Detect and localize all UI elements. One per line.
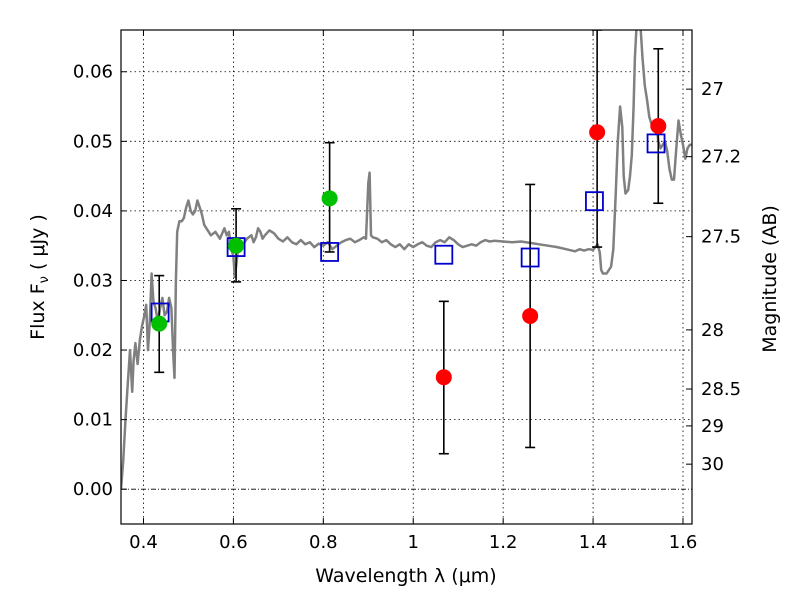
y2-axis-title: Magnitude (AB) [759,205,781,353]
x-tick-label: 1.2 [489,532,518,553]
x-tick-label: 0.8 [309,532,338,553]
y-tick-label: 0.00 [73,479,113,500]
y-tick-label: 0.04 [73,201,113,222]
x-tick-label: 1 [408,532,419,553]
y2-tick-label: 29 [701,416,724,437]
plot-frame [120,29,693,525]
y-axis-title-unit: ( μJy ) [27,214,49,276]
y-tick-label: 0.01 [73,410,113,431]
observed-flux-point [151,315,168,332]
axes: 0.4 0.6 0.8 1 1.2 1.4 1.6 0.00 0.01 0.02 0.03 0.04 0… [73,30,741,553]
x-tick-label: 1.6 [669,532,698,553]
y-tick-label: 0.03 [73,270,113,291]
observed-flux-point [321,190,338,207]
y2-tick-label: 28 [701,320,724,341]
y-axis-title-subscript: ν [37,276,52,283]
observed-flux-point [228,237,245,254]
grid [121,30,692,524]
model-photometry-square [646,133,666,154]
observed-flux-point [435,369,452,386]
y2-tick-label: 28.5 [701,379,741,400]
x-tick-label: 1.4 [579,532,608,553]
model-photometry-square [320,242,340,262]
data-layer [121,30,692,490]
model-photometry-square [434,244,454,265]
y2-tick-label: 27.2 [701,147,741,168]
observed-flux-point [522,307,539,324]
y-axis-title: Flux Fν ( μJy ) [27,214,52,340]
y2-tick-label: 27.5 [701,227,741,248]
model-spectrum-line [121,30,692,490]
y2-tick-label: 30 [701,454,724,475]
x-tick-label: 0.4 [129,532,158,553]
y-tick-label: 0.06 [73,62,113,83]
y-axis-title-main: Flux F [27,283,49,339]
model-photometry-square [520,247,540,268]
x-axis-title: Wavelength λ (μm) [315,565,496,587]
observed-flux-point [650,118,667,135]
y-tick-label: 0.05 [73,131,113,152]
observed-flux-point [589,124,606,141]
y-tick-label: 0.02 [73,340,113,361]
plot-background [121,30,692,524]
x-tick-label: 0.6 [219,532,248,553]
y2-tick-label: 27 [701,79,724,100]
model-photometry-square [585,191,604,212]
